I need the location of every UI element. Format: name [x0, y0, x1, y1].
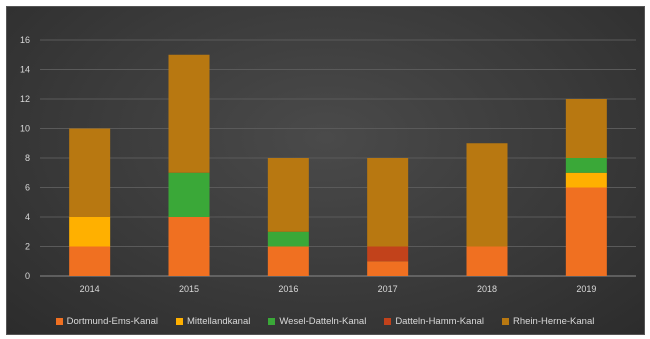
legend: Dortmund-Ems-Kanal Mittellandkanal Wesel… — [0, 313, 650, 329]
legend-item-mittellandkanal: Mittellandkanal — [175, 313, 251, 329]
y-tick-label: 8 — [25, 153, 30, 163]
y-tick-label: 6 — [25, 183, 30, 193]
bar-segment-2015-4 — [168, 54, 210, 173]
bar-segment-2017-4 — [367, 158, 409, 247]
bar-segment-2015-0 — [168, 217, 210, 276]
x-tick-label: 2017 — [378, 284, 398, 294]
legend-label: Wesel-Datteln-Kanal — [279, 315, 367, 327]
y-tick-label: 10 — [20, 124, 30, 134]
bar-segment-2017-3 — [367, 246, 409, 262]
bar-segment-2019-1 — [565, 172, 607, 188]
y-tick-label: 14 — [20, 65, 30, 75]
bar-segment-2014-1 — [69, 217, 111, 247]
bar-segment-2016-0 — [267, 246, 309, 276]
bar-segment-2019-4 — [565, 99, 607, 158]
bar-segment-2017-0 — [367, 261, 409, 276]
bar-segment-2015-2 — [168, 172, 210, 217]
legend-swatch — [502, 317, 510, 325]
x-tick-label: 2015 — [179, 284, 199, 294]
x-tick-label: 2018 — [477, 284, 497, 294]
legend-label: Mittellandkanal — [186, 315, 251, 327]
y-tick-label: 12 — [20, 94, 30, 104]
legend-label: Dortmund-Ems-Kanal — [66, 315, 158, 327]
legend-swatch — [268, 317, 276, 325]
chart-panel — [6, 6, 645, 335]
legend-swatch — [175, 317, 183, 325]
x-tick-label: 2014 — [80, 284, 100, 294]
bar-segment-2016-4 — [267, 158, 309, 232]
y-tick-label: 0 — [25, 271, 30, 281]
legend-label: Datteln-Hamm-Kanal — [395, 315, 485, 327]
x-tick-label: 2016 — [278, 284, 298, 294]
bar-segment-2014-4 — [69, 128, 111, 217]
legend-swatch — [55, 317, 63, 325]
y-tick-label: 2 — [25, 242, 30, 252]
bar-segment-2014-0 — [69, 246, 111, 276]
bar-segment-2019-0 — [565, 187, 607, 276]
legend-label: Rhein-Herne-Kanal — [513, 315, 595, 327]
y-tick-label: 4 — [25, 212, 30, 222]
bar-segment-2018-4 — [466, 143, 508, 247]
bar-segment-2019-2 — [565, 158, 607, 173]
legend-swatch — [384, 317, 392, 325]
bar-segment-2018-0 — [466, 246, 508, 276]
x-tick-label: 2019 — [576, 284, 596, 294]
y-tick-label: 16 — [20, 35, 30, 45]
legend-item-dortmund-ems: Dortmund-Ems-Kanal — [55, 313, 158, 329]
legend-item-wesel-datteln: Wesel-Datteln-Kanal — [268, 313, 366, 329]
bar-segment-2016-2 — [267, 231, 309, 247]
legend-item-rhein-herne: Rhein-Herne-Kanal — [502, 313, 594, 329]
legend-item-datteln-hamm: Datteln-Hamm-Kanal — [384, 313, 484, 329]
